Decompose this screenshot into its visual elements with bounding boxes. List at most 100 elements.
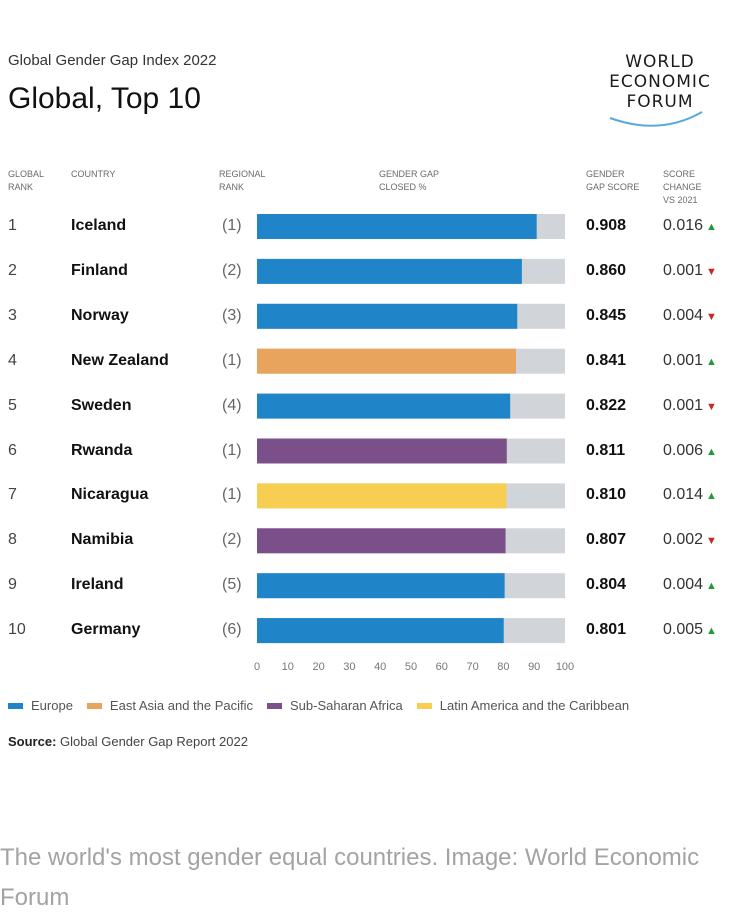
bar bbox=[257, 438, 507, 464]
score-change: 0.004 ▲ bbox=[663, 576, 717, 594]
regional-rank: (1) bbox=[222, 486, 242, 504]
header-score-change: SCORE CHANGE VS 2021 bbox=[663, 169, 702, 205]
global-rank: 10 bbox=[8, 621, 26, 639]
regional-rank: (1) bbox=[222, 441, 242, 459]
bar bbox=[257, 258, 522, 284]
global-rank: 5 bbox=[8, 396, 17, 414]
x-tick-label: 30 bbox=[343, 661, 355, 673]
gap-score: 0.810 bbox=[586, 486, 627, 504]
bar bbox=[257, 528, 506, 554]
gap-score: 0.804 bbox=[586, 576, 627, 594]
triangle-up-icon: ▲ bbox=[706, 221, 717, 233]
score-change: 0.001 ▲ bbox=[663, 351, 717, 369]
triangle-up-icon: ▲ bbox=[706, 580, 717, 593]
wef-logo: WORLD ECONOMIC FORUM bbox=[590, 52, 730, 132]
header-country: COUNTRY bbox=[71, 169, 116, 179]
score-change: 0.014 ▲ bbox=[663, 486, 717, 504]
legend-swatch bbox=[8, 702, 23, 709]
legend-swatch bbox=[416, 702, 432, 709]
country-name: Rwanda bbox=[71, 441, 133, 459]
gap-score: 0.841 bbox=[586, 351, 627, 369]
global-rank: 7 bbox=[8, 486, 17, 504]
header-global-rank: GLOBAL RANK bbox=[8, 169, 45, 192]
regional-rank: (2) bbox=[222, 531, 242, 549]
triangle-up-icon: ▲ bbox=[706, 445, 717, 458]
header-gap-closed: GENDER GAP CLOSED % bbox=[379, 169, 440, 192]
legend-swatch bbox=[267, 702, 283, 709]
bar bbox=[257, 618, 504, 644]
country-name: Finland bbox=[71, 261, 128, 279]
legend-item: East Asia and the Pacific bbox=[86, 698, 254, 713]
legend-item: Latin America and the Caribbean bbox=[416, 698, 629, 713]
gap-score: 0.860 bbox=[586, 261, 627, 279]
logo-line-1: WORLD bbox=[625, 52, 695, 72]
triangle-up-icon: ▲ bbox=[706, 625, 717, 638]
chart-title: Global, Top 10 bbox=[8, 82, 201, 115]
gap-score: 0.801 bbox=[586, 621, 627, 639]
logo-arc-icon bbox=[609, 111, 703, 127]
score-change: 0.001 ▼ bbox=[663, 261, 717, 279]
regional-rank: (5) bbox=[222, 576, 242, 594]
country-name: Namibia bbox=[71, 531, 134, 549]
country-name: Nicaragua bbox=[71, 486, 149, 504]
x-tick-label: 0 bbox=[254, 661, 260, 673]
gap-score: 0.845 bbox=[586, 306, 627, 324]
triangle-down-icon: ▼ bbox=[706, 310, 717, 323]
x-tick-label: 90 bbox=[528, 661, 540, 673]
regional-rank: (1) bbox=[222, 351, 242, 369]
triangle-down-icon: ▼ bbox=[706, 400, 717, 413]
regional-rank: (3) bbox=[222, 306, 242, 324]
legend: Europe East Asia and the Pacific Sub-Sahar… bbox=[8, 698, 643, 713]
x-tick-label: 80 bbox=[497, 661, 509, 673]
gap-score: 0.822 bbox=[586, 396, 627, 414]
legend-item: Sub-Saharan Africa bbox=[267, 698, 403, 713]
global-rank: 3 bbox=[8, 306, 17, 324]
x-tick-label: 20 bbox=[312, 661, 324, 673]
bar bbox=[257, 393, 511, 419]
gap-score: 0.807 bbox=[586, 531, 627, 549]
source-label: Source: bbox=[8, 734, 57, 749]
global-rank: 4 bbox=[8, 351, 17, 369]
score-change: 0.004 ▼ bbox=[663, 306, 717, 324]
chart-subtitle: Global Gender Gap Index 2022 bbox=[8, 52, 217, 69]
bar bbox=[257, 348, 517, 374]
score-change: 0.001 ▼ bbox=[663, 396, 717, 414]
regional-rank: (2) bbox=[222, 261, 242, 279]
global-rank: 1 bbox=[8, 217, 17, 234]
source-text: Global Gender Gap Report 2022 bbox=[60, 734, 248, 749]
country-name: Norway bbox=[71, 306, 129, 324]
country-name: Germany bbox=[71, 621, 141, 639]
x-tick-label: 50 bbox=[405, 661, 417, 673]
country-name: New Zealand bbox=[71, 351, 169, 369]
global-rank: 2 bbox=[8, 261, 17, 279]
x-tick-label: 60 bbox=[436, 661, 448, 673]
country-name: Ireland bbox=[71, 576, 124, 594]
score-change: 0.016 ▲ bbox=[663, 217, 717, 234]
score-change: 0.002 ▼ bbox=[663, 531, 717, 549]
bar bbox=[257, 214, 537, 239]
legend-swatch bbox=[86, 702, 102, 709]
legend-label: East Asia and the Pacific bbox=[109, 698, 254, 713]
country-name: Iceland bbox=[71, 217, 127, 234]
header-gap-score: GENDER GAP SCORE bbox=[586, 169, 640, 192]
legend-label: Europe bbox=[31, 698, 73, 713]
x-tick-label: 70 bbox=[466, 661, 478, 673]
x-tick-label: 40 bbox=[374, 661, 386, 673]
logo-line-3: FORUM bbox=[626, 92, 694, 112]
global-rank: 8 bbox=[8, 531, 17, 549]
legend-item: Europe bbox=[8, 698, 73, 713]
source-note: Source: Global Gender Gap Report 2022 bbox=[8, 734, 248, 749]
header-regional-rank: REGIONAL RANK bbox=[219, 169, 266, 192]
bar bbox=[257, 303, 518, 329]
score-change: 0.005 ▲ bbox=[663, 621, 717, 639]
triangle-down-icon: ▼ bbox=[706, 535, 717, 548]
regional-rank: (6) bbox=[222, 621, 242, 639]
global-rank: 9 bbox=[8, 576, 17, 594]
gap-score: 0.908 bbox=[586, 217, 627, 234]
gap-score: 0.811 bbox=[586, 441, 626, 459]
image-caption: The world's most gender equal countries.… bbox=[0, 844, 700, 911]
x-tick-label: 100 bbox=[556, 661, 574, 673]
global-rank: 6 bbox=[8, 441, 17, 459]
triangle-up-icon: ▲ bbox=[706, 490, 717, 503]
